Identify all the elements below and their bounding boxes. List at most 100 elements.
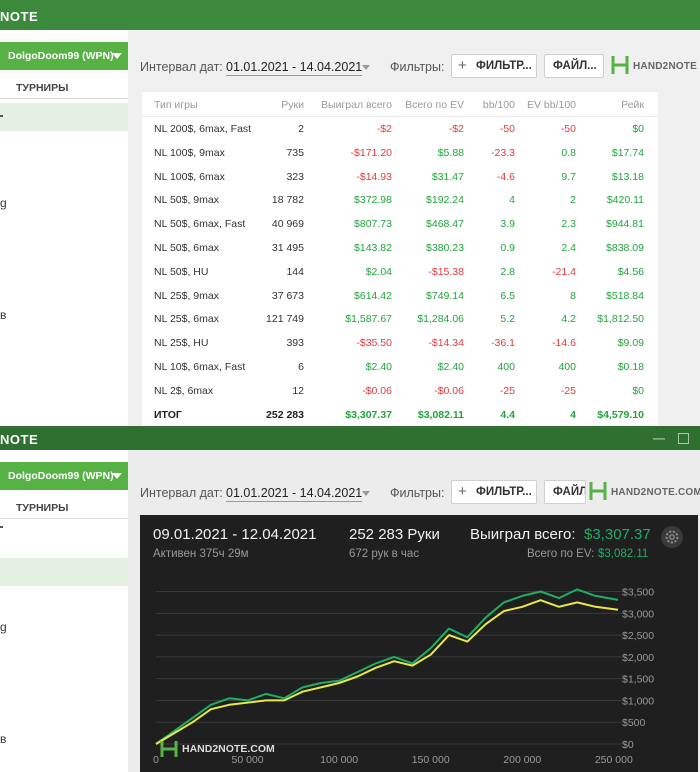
table-cell-ev: $468.47 xyxy=(426,218,464,231)
graph-ev-label: Всего по EV: xyxy=(527,548,595,560)
table-cell-ev: $5.88 xyxy=(437,146,464,159)
table-total-row[interactable]: ИТОГ 252 283 $3,307.37 $3,082.11 4.4 4 $4,579.… xyxy=(142,405,658,426)
table-row[interactable]: NL 50$, 6max, Fast 40 969 $807.73 $468.47 3.… xyxy=(142,214,658,237)
graph-won-label: Выиграл всего: xyxy=(470,526,576,543)
table-row[interactable]: NL 50$, 6max 31 495 $143.82 $380.23 0.9 2.4 $8… xyxy=(142,238,658,261)
y-tick-label: $1,500 xyxy=(622,674,654,686)
table-cell-ev: $749.14 xyxy=(426,289,464,302)
hand2note-logo-icon xyxy=(160,741,178,757)
table-row[interactable]: NL 25$, HU 393 -$35.50 -$14.34 -36.1 -14.6 $9.… xyxy=(142,333,658,356)
brand-label: HAND2NOTE xyxy=(633,61,698,72)
column-header[interactable]: EV bb/100 xyxy=(526,99,576,111)
table-row[interactable]: NL 25$, 6max 121 749 $1,587.67 $1,284.06 5.2… xyxy=(142,309,658,332)
y-tick-label: $3,500 xyxy=(622,587,654,599)
table-cell-game: NL 10$, 6max, Fast xyxy=(154,361,246,373)
table-cell-won: -$0.06 xyxy=(362,384,392,397)
table-row[interactable]: NL 25$, 9max 37 673 $614.42 $749.14 6.5 8 $518… xyxy=(142,286,658,309)
tab-tournaments[interactable]: ТУРНИРЫ xyxy=(16,82,69,94)
app-title: NOTE xyxy=(0,9,39,24)
player-selector[interactable]: DolgoDoom99 (WPN) xyxy=(0,462,128,490)
table-cell-rake: $13.18 xyxy=(611,170,644,183)
y-tick-label: $1,000 xyxy=(622,695,654,707)
table-cell-game: NL 50$, HU xyxy=(154,265,209,278)
table-cell-hands: 31 495 xyxy=(271,242,304,254)
column-header[interactable]: bb/100 xyxy=(482,99,515,111)
table-cell-hands: 18 782 xyxy=(271,194,304,207)
table-cell-won: $143.82 xyxy=(354,242,392,254)
files-button[interactable]: ФАЙЛ... xyxy=(544,54,604,78)
column-header[interactable]: Рейк xyxy=(621,99,644,111)
table-cell-ev: $192.24 xyxy=(426,194,464,207)
table-cell-hands: 393 xyxy=(286,337,304,350)
table-cell-won: -$35.50 xyxy=(356,337,392,350)
table-cell-evbb: 400 xyxy=(558,361,576,373)
table-row[interactable]: NL 100$, 9max 735 -$171.20 $5.88 -23.3 0.8 $17… xyxy=(142,143,658,166)
filter-button[interactable]: + ФИЛЬТР... xyxy=(451,54,537,78)
player-selector[interactable]: DolgoDoom99 (WPN) xyxy=(0,42,128,70)
minimize-icon[interactable]: — xyxy=(653,431,665,445)
chevron-down-icon[interactable] xyxy=(362,65,370,70)
files-button[interactable]: ФАЙЛ xyxy=(544,480,586,504)
table-cell-rake: $4,579.10 xyxy=(597,408,644,421)
x-tick-label: 50 000 xyxy=(232,754,264,766)
table-cell-game: NL 50$, 9max xyxy=(154,194,219,207)
date-interval-label: Интервал дат: xyxy=(140,60,223,74)
table-cell-evbb: 8 xyxy=(570,289,576,302)
graph-plot: $0 $500 $1,000 $1,500 $2,000 $2,500 $3,000 $3,5… xyxy=(153,587,654,766)
column-header[interactable]: Выиграл всего xyxy=(321,99,392,111)
sidebar-item-fragment[interactable]: g xyxy=(0,196,7,210)
sidebar-item-fragment[interactable]: в xyxy=(0,732,7,746)
toolbar: Интервал дат: 01.01.2021 - 14.04.2021 Фи… xyxy=(128,474,700,512)
table-cell-bb: 2.8 xyxy=(500,265,515,278)
table-row[interactable]: NL 100$, 6max 323 -$14.93 $31.47 -4.6 9.7 $13.… xyxy=(142,167,658,190)
chevron-down-icon[interactable] xyxy=(362,491,370,496)
date-interval-picker[interactable]: 01.01.2021 - 14.04.2021 xyxy=(226,60,363,76)
x-tick-label: 200 000 xyxy=(503,754,541,766)
sidebar-selected-item[interactable] xyxy=(0,103,128,131)
table-cell-evbb: 0.8 xyxy=(561,146,576,159)
filter-button[interactable]: + ФИЛЬТР... xyxy=(451,480,537,504)
table-cell-rake: $9.09 xyxy=(617,337,644,350)
graph-active-time: Активен 375ч 29м xyxy=(153,548,249,560)
table-cell-game: ИТОГ xyxy=(154,408,182,421)
y-tick-label: $0 xyxy=(622,739,634,751)
table-cell-game: NL 100$, 9max xyxy=(154,146,225,159)
table-cell-game: NL 50$, 6max, Fast xyxy=(154,218,246,231)
table-cell-hands: 6 xyxy=(298,361,304,373)
column-header[interactable]: Всего по EV xyxy=(405,99,464,111)
table-cell-bb: 3.9 xyxy=(500,218,515,231)
table-cell-game: NL 200$, 6max, Fast xyxy=(154,123,252,135)
table-row[interactable]: NL 10$, 6max, Fast 6 $2.40 $2.40 400 400 $0.18 xyxy=(142,357,658,380)
x-tick-label: 100 000 xyxy=(320,754,358,766)
chevron-down-icon xyxy=(112,53,122,59)
sidebar-item-fragment[interactable]: g xyxy=(0,620,7,634)
table-row[interactable]: NL 200$, 6max, Fast 2 -$2 -$2 -50 -50 $0 xyxy=(142,119,658,142)
stats-table: Тип игры Руки Выиграл всего Всего по EV bb/1… xyxy=(142,92,658,426)
table-cell-rake: $0 xyxy=(632,384,644,397)
table-row[interactable]: NL 2$, 6max 12 -$0.06 -$0.06 -25 -25 $0 xyxy=(142,381,658,404)
graph-ev-value: $3,082.11 xyxy=(598,548,649,560)
table-cell-bb: -4.6 xyxy=(496,170,515,183)
sidebar-item-fragment[interactable]: в xyxy=(0,308,7,322)
sidebar-selected-item[interactable] xyxy=(0,558,128,586)
table-cell-bb: -36.1 xyxy=(491,337,515,350)
table-cell-bb: 400 xyxy=(497,361,515,373)
table-cell-hands: 735 xyxy=(286,146,304,159)
table-row[interactable]: NL 50$, HU 144 $2.04 -$15.38 2.8 -21.4 $4.56 xyxy=(142,262,658,285)
player-name: DolgoDoom99 (WPN) xyxy=(8,470,114,482)
graph-settings-button[interactable] xyxy=(661,526,683,548)
sidebar-marker xyxy=(0,526,3,528)
table-cell-ev: $2.40 xyxy=(437,361,464,373)
maximize-icon[interactable] xyxy=(678,433,689,444)
table-cell-hands: 252 283 xyxy=(266,408,304,421)
table-cell-hands: 144 xyxy=(286,265,304,278)
table-cell-hands: 323 xyxy=(286,170,304,183)
tab-tournaments[interactable]: ТУРНИРЫ xyxy=(16,502,69,514)
column-header[interactable]: Руки xyxy=(281,99,304,111)
column-header[interactable]: Тип игры xyxy=(154,99,198,111)
table-row[interactable]: NL 50$, 9max 18 782 $372.98 $192.24 4 2 $420.1… xyxy=(142,190,658,213)
x-tick-label: 250 000 xyxy=(595,754,633,766)
date-interval-picker[interactable]: 01.01.2021 - 14.04.2021 xyxy=(226,486,363,502)
table-cell-won: -$2 xyxy=(376,123,392,135)
table-cell-evbb: 2.3 xyxy=(561,218,576,231)
